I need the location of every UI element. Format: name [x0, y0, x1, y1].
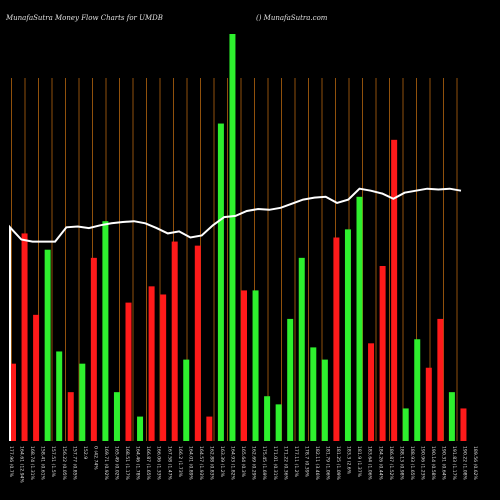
x-tick-label: 177.11 (1.2%: [293, 446, 299, 478]
bar: [391, 139, 398, 441]
x-tick-label: 175.45 (1.69%: [261, 446, 267, 481]
x-tick-label: 181.9 (1.37%: [356, 446, 362, 478]
bar: [217, 123, 224, 441]
bar: [113, 392, 120, 441]
bars: [10, 34, 467, 441]
x-tick-label: 162.88 (0.83%: [208, 446, 214, 481]
x-tick-label: 166.2 (1.73%: [177, 446, 183, 478]
x-tick-label: 164.46 (1.78%: [135, 446, 141, 481]
bar: [241, 290, 247, 441]
price-line: [9, 187, 462, 441]
bar: [460, 408, 467, 441]
x-tick-label: 167.58 (1.47%: [166, 446, 172, 481]
x-tick-label: 157.51 (1.5%: [50, 446, 56, 478]
x-tick-label: 186.87 (1.52%: [388, 446, 394, 481]
bar: [10, 363, 16, 441]
x-tick-label: 162.69 (0.29%: [251, 446, 257, 481]
x-tick-label: 166.87 (1.65%: [145, 446, 151, 481]
bar: [344, 229, 351, 441]
bar: [90, 257, 97, 441]
bar: [160, 294, 167, 441]
bar: [148, 286, 155, 441]
bar: [402, 408, 409, 441]
x-tick-label: 177.96 (0.7%: [8, 446, 14, 478]
bar: [252, 290, 259, 441]
x-tick-label: 164.01 (0.89%: [187, 446, 193, 481]
bar: [321, 359, 328, 441]
x-tick-label: 191.83 (1.17%: [451, 446, 457, 481]
bar: [102, 221, 109, 441]
x-tick-label: 178.7 (0.39%: [303, 446, 309, 478]
bar: [137, 416, 144, 441]
x-tick-label: 156.22 (0.05%: [61, 446, 67, 481]
bar: [368, 343, 375, 441]
bar: [264, 396, 271, 441]
x-tick-label: 0 (42.74%: [92, 446, 98, 470]
bar: [437, 318, 444, 441]
x-tick-label: 183.64 (1.06%: [367, 446, 373, 481]
x-tick-label: 163.39 (1.2%: [219, 446, 225, 478]
x-tick-label: 168.74 (1.31%: [29, 446, 35, 481]
bar: [125, 302, 132, 441]
x-tick-label: 168.51 (1.17%: [124, 446, 130, 481]
x-tick-label: 164.93 (1.82%: [230, 446, 236, 481]
x-tick-label: 181.79 (1.06%: [325, 446, 331, 481]
bar: [310, 347, 317, 441]
x-tick-label: 165.49 (0.02%: [114, 446, 120, 481]
bar: [275, 404, 282, 441]
x-tick-label: 181.25 (1.09%: [335, 446, 341, 481]
x-tick-label: 164.57 (1.93%: [198, 446, 204, 481]
bar: [356, 196, 363, 441]
bar: [79, 363, 86, 441]
x-tick-label: 166.06 (1.33%: [156, 446, 162, 481]
x-tick-label: 169.71 (0.92%: [103, 446, 109, 481]
bar: [448, 392, 455, 441]
x-tick-label: 188.13 (0.98%: [398, 446, 404, 481]
bar: [287, 318, 294, 441]
x-tick-label: 190.22 (1.08%: [462, 446, 468, 481]
x-tick-label: 157.77 (0.85%: [71, 446, 77, 481]
x-tick-label: 190.96 (1.23%: [419, 446, 425, 481]
bar: [333, 237, 340, 441]
x-tick-label: 164.61 (12.94%: [19, 446, 25, 483]
bar: [171, 241, 178, 441]
bar: [44, 249, 51, 441]
bar: [194, 245, 201, 441]
x-tick-label: 190.31 (0.64%: [441, 446, 447, 481]
bar: [56, 351, 63, 441]
bar: [183, 359, 190, 441]
x-tick-labels: 177.96 (0.7% 164.61 (12.94% 168.74 (1.31% 1…: [8, 446, 478, 483]
bar: [298, 257, 305, 441]
x-tick-label: 183.3 (2.6%: [346, 446, 352, 475]
x-tick-label: 165.64 (0.3%: [240, 446, 246, 478]
bar: [206, 416, 213, 441]
bar: [414, 339, 421, 441]
x-tick-label: 189.56 (0.62%: [472, 446, 478, 481]
x-tick-label: 158.41 (0.61%: [40, 446, 46, 481]
x-tick-label: 184.26 (0.44%: [377, 446, 383, 481]
bar: [229, 34, 236, 441]
bar: [67, 392, 74, 441]
bar: [379, 265, 386, 441]
watermark: () MunafaSutra.com: [256, 14, 328, 22]
bar: [33, 314, 40, 441]
bar: [425, 367, 432, 441]
x-tick-label: 190.14 (0.58%: [430, 446, 436, 481]
x-tick-label: 152.9: [82, 446, 88, 459]
chart-title: MunafaSutra Money Flow Charts for UMDB: [6, 14, 163, 22]
x-tick-label: 171.01 (0.31%: [272, 446, 278, 481]
x-tick-label: 188.93 (1.65%: [409, 446, 415, 481]
x-tick-label: 182.11 (3.46%: [314, 446, 320, 481]
bar: [21, 233, 28, 441]
x-tick-label: 171.22 (0.36%: [282, 446, 288, 481]
